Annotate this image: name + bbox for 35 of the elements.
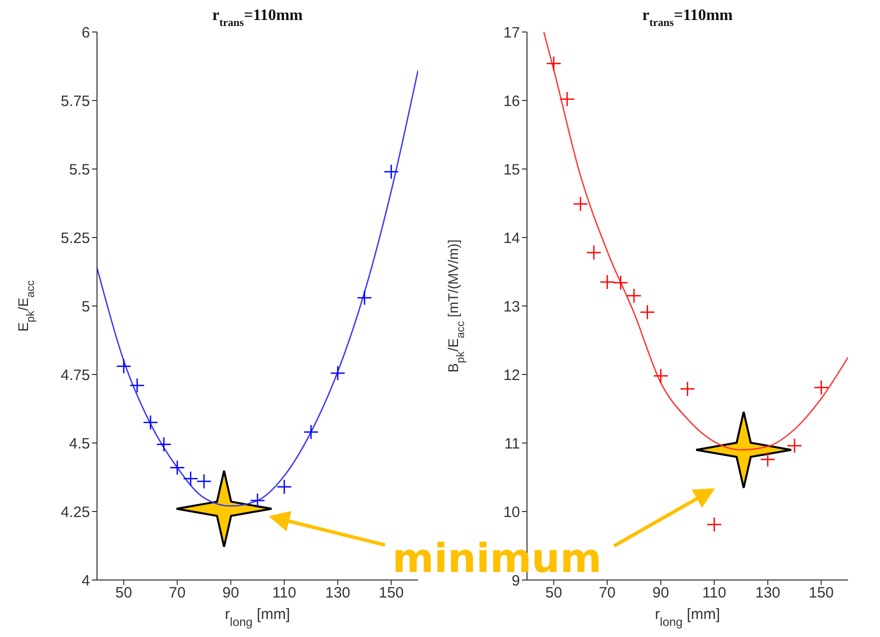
x-axis-title: r$_{long}$ [mm]	[654, 606, 720, 629]
y-tick-label: 15	[503, 161, 520, 178]
line-series	[543, 32, 848, 450]
y-tick-label: 4.5	[69, 435, 90, 452]
y-tick-label: 4.25	[60, 504, 90, 521]
y-tick-label: 4	[82, 572, 90, 590]
y-tick-label: 12	[503, 366, 520, 384]
y-tick-label: 4.75	[60, 366, 90, 384]
y-tick-label: 5.25	[60, 230, 90, 247]
chart-title: r$_{trans}$=110mm	[642, 7, 734, 29]
y-tick-label: 5.5	[69, 161, 90, 178]
y-tick-label: 17	[503, 24, 520, 42]
x-tick-label: 50	[115, 584, 132, 602]
x-tick-label: 150	[808, 584, 834, 602]
y-tick-label: 14	[503, 230, 520, 247]
x-tick-label: 70	[168, 584, 186, 602]
y-tick-label: 5.75	[60, 92, 90, 110]
line-series	[97, 70, 418, 507]
x-tick-label: 110	[702, 584, 726, 602]
x-tick-label: 90	[652, 584, 670, 602]
y-tick-label: 6	[82, 24, 90, 42]
x-tick-label: 90	[222, 584, 240, 602]
y-tick-label: 11	[504, 435, 520, 452]
x-tick-label: 70	[598, 584, 616, 602]
chart-title: r$_{trans}$=110mm	[212, 7, 304, 29]
x-axis-title: r$_{long}$ [mm]	[224, 606, 290, 629]
y-tick-label: 16	[503, 92, 520, 110]
x-tick-label: 130	[325, 584, 350, 602]
y-tick-label: 13	[503, 298, 520, 316]
x-tick-label: 110	[272, 584, 296, 602]
x-tick-label: 130	[755, 584, 780, 602]
y-tick-label: 5	[82, 298, 90, 316]
x-tick-label: 50	[545, 584, 562, 602]
y-tick-label: 10	[503, 504, 520, 521]
x-tick-label: 150	[378, 584, 404, 602]
